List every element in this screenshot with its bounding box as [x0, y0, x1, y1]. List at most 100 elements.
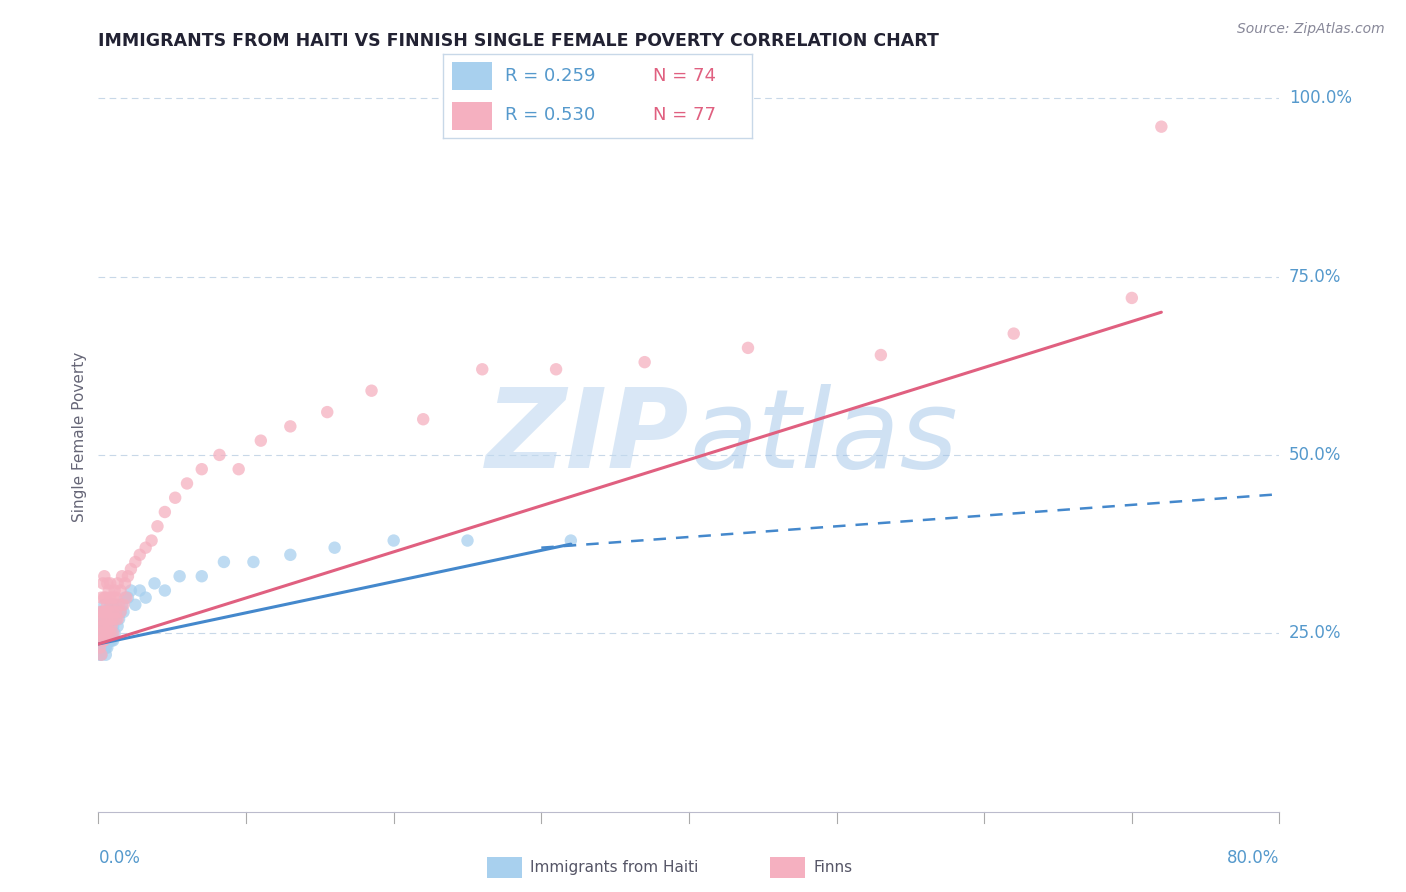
Point: [107, 605, 129, 619]
Point: [111, 569, 134, 583]
Point: [141, 533, 163, 548]
Point: [93, 626, 115, 640]
Point: [111, 598, 134, 612]
Point: [90, 626, 112, 640]
Point: [98, 633, 121, 648]
Point: [105, 605, 128, 619]
Point: [191, 462, 214, 476]
Point: [103, 591, 125, 605]
Point: [103, 605, 125, 619]
Point: [93, 612, 115, 626]
Point: [91, 619, 114, 633]
Point: [103, 612, 125, 626]
Point: [89, 640, 111, 655]
Text: R = 0.259: R = 0.259: [505, 68, 595, 86]
Point: [212, 555, 235, 569]
Point: [94, 640, 117, 655]
Point: [316, 405, 339, 419]
Point: [108, 598, 131, 612]
Point: [107, 619, 129, 633]
Point: [242, 555, 264, 569]
Point: [104, 583, 127, 598]
Point: [97, 612, 120, 626]
Point: [90, 633, 112, 648]
Point: [93, 633, 115, 648]
Point: [191, 569, 214, 583]
Point: [96, 626, 118, 640]
Text: N = 77: N = 77: [654, 106, 716, 124]
Point: [96, 626, 118, 640]
Point: [870, 348, 893, 362]
Point: [93, 569, 115, 583]
FancyBboxPatch shape: [770, 856, 806, 879]
Point: [94, 619, 117, 633]
Point: [90, 619, 112, 633]
Point: [120, 562, 142, 576]
Text: 80.0%: 80.0%: [1227, 849, 1279, 867]
Point: [110, 605, 132, 619]
Point: [100, 626, 122, 640]
Point: [112, 605, 135, 619]
Point: [153, 583, 176, 598]
Point: [280, 419, 302, 434]
Point: [104, 605, 127, 619]
Point: [112, 598, 135, 612]
Point: [105, 598, 128, 612]
Point: [176, 476, 198, 491]
Point: [208, 448, 231, 462]
Point: [110, 583, 132, 598]
Point: [89, 633, 111, 648]
Point: [120, 583, 142, 598]
Point: [89, 626, 111, 640]
Point: [89, 648, 111, 662]
Point: [165, 491, 187, 505]
Point: [143, 576, 166, 591]
FancyBboxPatch shape: [488, 856, 522, 879]
Point: [94, 605, 117, 619]
Point: [114, 576, 136, 591]
Point: [89, 640, 111, 655]
Point: [91, 633, 114, 648]
Point: [1121, 291, 1143, 305]
Point: [124, 555, 146, 569]
Text: Source: ZipAtlas.com: Source: ZipAtlas.com: [1237, 22, 1385, 37]
Point: [91, 605, 114, 619]
Text: R = 0.530: R = 0.530: [505, 106, 595, 124]
Point: [169, 569, 191, 583]
Point: [89, 619, 111, 633]
Point: [91, 619, 114, 633]
Point: [91, 612, 114, 626]
Text: N = 74: N = 74: [654, 68, 716, 86]
Text: 75.0%: 75.0%: [1289, 268, 1341, 285]
Text: ZIP: ZIP: [485, 384, 689, 491]
Y-axis label: Single Female Poverty: Single Female Poverty: [72, 352, 87, 522]
Point: [94, 619, 117, 633]
Point: [89, 612, 111, 626]
Point: [103, 633, 125, 648]
Point: [96, 605, 118, 619]
Point: [94, 591, 117, 605]
Point: [98, 626, 121, 640]
Point: [96, 640, 118, 655]
Point: [107, 612, 129, 626]
Point: [98, 612, 121, 626]
Point: [90, 591, 112, 605]
Text: atlas: atlas: [689, 384, 957, 491]
Point: [471, 362, 494, 376]
Point: [117, 591, 139, 605]
Point: [100, 612, 122, 626]
Point: [91, 576, 114, 591]
Point: [634, 355, 657, 369]
Point: [98, 576, 121, 591]
Point: [280, 548, 302, 562]
Point: [90, 648, 112, 662]
Point: [97, 619, 120, 633]
Point: [103, 626, 125, 640]
Point: [97, 605, 120, 619]
Point: [94, 633, 117, 648]
Point: [93, 619, 115, 633]
Point: [91, 633, 114, 648]
Point: [100, 598, 122, 612]
Point: [100, 619, 122, 633]
Point: [94, 612, 117, 626]
